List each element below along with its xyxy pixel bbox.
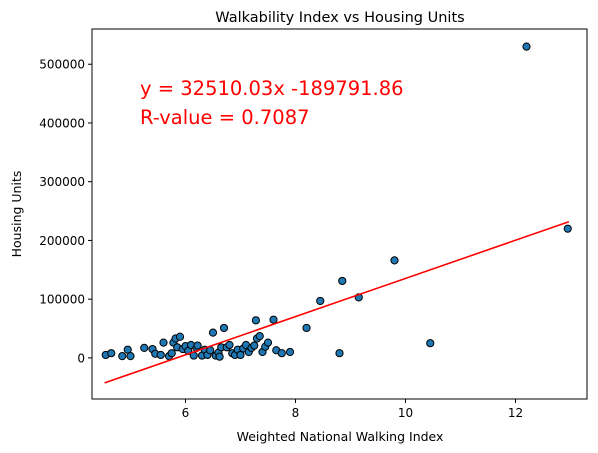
x-axis: 6 8 10 12 xyxy=(182,399,523,420)
data-point xyxy=(269,315,278,324)
data-point xyxy=(140,343,149,352)
data-point xyxy=(208,328,218,337)
data-point xyxy=(255,332,264,341)
y-tick-label: 0 xyxy=(77,351,85,365)
data-point xyxy=(126,352,135,361)
data-point xyxy=(335,349,344,358)
data-point xyxy=(219,323,229,333)
x-axis-label: Weighted National Walking Index xyxy=(237,429,444,444)
data-point xyxy=(107,349,116,358)
data-point xyxy=(522,42,531,51)
data-point xyxy=(426,339,435,348)
y-tick-label: 300000 xyxy=(39,175,85,189)
data-point xyxy=(159,338,168,347)
data-point xyxy=(285,347,295,357)
data-point xyxy=(302,323,311,333)
y-tick-label: 200000 xyxy=(39,234,85,248)
data-point xyxy=(277,349,286,358)
data-point xyxy=(263,338,273,347)
data-point xyxy=(175,332,185,341)
data-point xyxy=(167,349,176,358)
data-point xyxy=(156,350,165,360)
data-point xyxy=(251,316,260,325)
x-tick-label: 12 xyxy=(508,406,523,420)
r-value-annotation: R-value = 0.7087 xyxy=(140,106,310,129)
y-tick-label: 400000 xyxy=(39,116,85,130)
x-tick-label: 6 xyxy=(182,406,190,420)
y-tick-label: 100000 xyxy=(39,293,85,307)
data-point xyxy=(193,341,202,350)
axes-frame xyxy=(91,28,588,400)
y-axis: 0 100000 200000 300000 400000 500000 xyxy=(39,58,92,365)
x-tick-label: 8 xyxy=(292,406,300,420)
regression-line xyxy=(104,220,570,384)
data-point xyxy=(250,341,259,350)
y-tick-label: 500000 xyxy=(39,58,85,72)
data-point xyxy=(338,276,347,286)
data-point xyxy=(215,352,224,361)
plot-area xyxy=(101,42,572,384)
chart-title: Walkability Index vs Housing Units xyxy=(215,10,464,26)
data-point xyxy=(225,340,234,350)
x-tick-label: 10 xyxy=(398,406,413,420)
data-point xyxy=(316,296,325,306)
data-point xyxy=(390,256,399,265)
data-point xyxy=(563,224,572,233)
regression-equation: y = 32510.03x -189791.86 xyxy=(140,77,404,100)
y-axis-label: Housing Units xyxy=(9,171,24,258)
data-point xyxy=(118,352,127,361)
